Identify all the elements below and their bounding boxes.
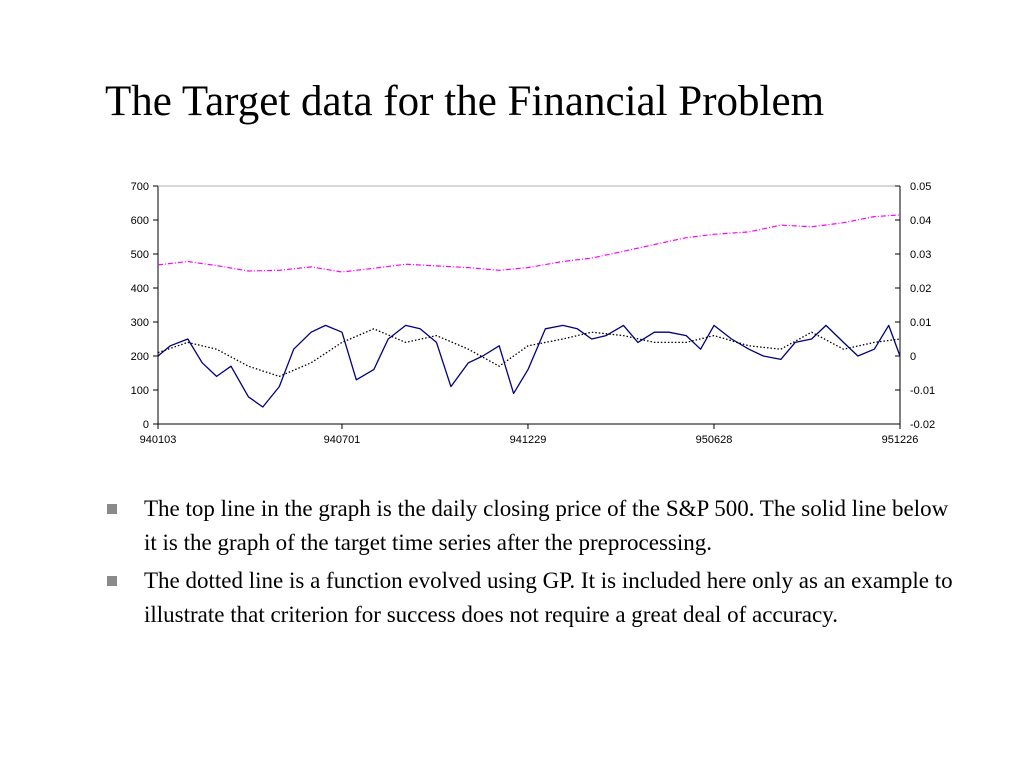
left-y-tick-label: 200 xyxy=(131,351,149,363)
bullet-text: The dotted line is a function evolved us… xyxy=(144,568,953,627)
slide-title: The Target data for the Financial Proble… xyxy=(105,78,825,125)
left-y-tick-label: 0 xyxy=(143,419,149,431)
bullet-text: The top line in the graph is the daily c… xyxy=(144,496,949,555)
right-y-tick-label: 0.04 xyxy=(910,215,931,227)
right-y-tick-label: 0.02 xyxy=(910,283,931,295)
right-y-tick-label: 0 xyxy=(910,351,916,363)
gp-function-line xyxy=(157,328,901,378)
bullet-item: The dotted line is a function evolved us… xyxy=(105,564,965,632)
square-bullet-icon xyxy=(107,576,117,586)
right-y-tick-label: -0.01 xyxy=(910,385,935,397)
left-y-tick-label: 400 xyxy=(131,283,149,295)
left-y-tick-label: 600 xyxy=(131,215,149,227)
x-tick-label: 940701 xyxy=(324,434,361,446)
x-tick-label: 940103 xyxy=(140,434,177,446)
right-y-tick-label: 0.03 xyxy=(910,249,931,261)
right-y-tick-label: -0.02 xyxy=(910,419,935,431)
x-tick-label: 951226 xyxy=(882,434,919,446)
tick-labels: 0 100 200 300 400 500 600 700 -0.02 -0.01 0 0.01 0.0… xyxy=(131,181,935,446)
sp500-close-line xyxy=(157,214,901,273)
sp500-target-chart: 0 100 200 300 400 500 600 700 -0.02 -0.01 0 0.01 0.0… xyxy=(131,181,935,446)
left-y-tick-label: 300 xyxy=(131,317,149,329)
left-y-tick-label: 500 xyxy=(131,249,149,261)
x-tick-label: 950628 xyxy=(696,434,733,446)
bullet-item: The top line in the graph is the daily c… xyxy=(105,492,965,560)
square-bullet-icon xyxy=(107,504,117,514)
series-lines xyxy=(157,214,901,408)
x-tick-label: 941229 xyxy=(510,434,547,446)
bullet-list: The top line in the graph is the daily c… xyxy=(105,492,965,636)
axes xyxy=(153,185,901,429)
right-y-tick-label: 0.05 xyxy=(910,181,931,193)
left-y-tick-label: 100 xyxy=(131,385,149,397)
left-y-tick-label: 700 xyxy=(131,181,149,193)
right-y-tick-label: 0.01 xyxy=(910,317,931,329)
target-series-line xyxy=(157,324,901,408)
